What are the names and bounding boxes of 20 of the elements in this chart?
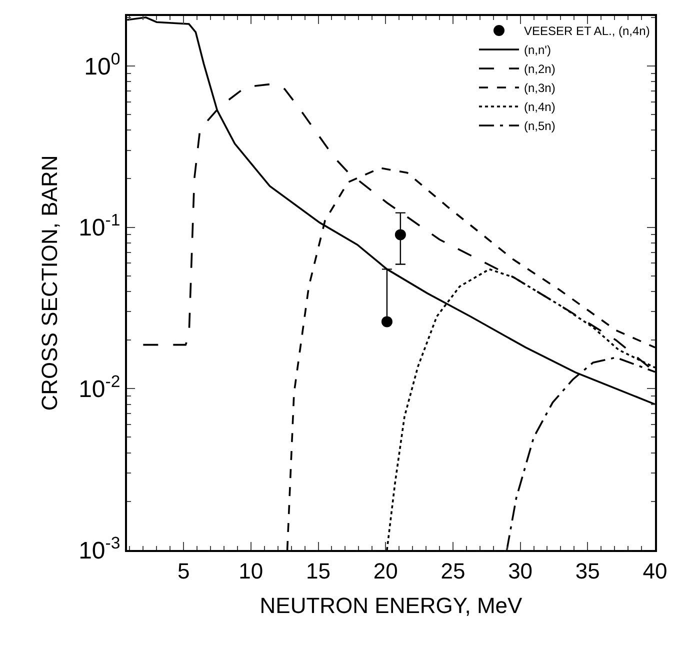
- x-tick-label: 10: [238, 558, 264, 584]
- x-tick-label: 15: [306, 558, 331, 584]
- x-tick-label: 20: [373, 558, 398, 584]
- y-tick-label: 10$^{-2}$: [78, 372, 120, 404]
- legend-label: (n,5n): [524, 119, 556, 134]
- y-tick-label: 10$^{-1}$: [78, 210, 120, 242]
- x-axis-title: NEUTRON ENERGY, MeV: [260, 592, 523, 618]
- x-tick-label: 25: [440, 558, 466, 584]
- legend-label: (n,4n): [524, 100, 556, 114]
- y-axis-title: CROSS SECTION, BARN: [36, 155, 62, 411]
- x-tick-label: 30: [508, 558, 533, 584]
- y-tick-label: 10$^{0}$: [84, 49, 120, 80]
- x-tick-label: 5: [177, 558, 190, 584]
- legend-label: (n,n'): [524, 43, 551, 58]
- x-tick-label: 35: [575, 558, 600, 584]
- legend-label: VEESER ET AL., (n,4n): [524, 24, 650, 38]
- x-tick-label: 40: [642, 558, 668, 584]
- legend-label: (n,2n): [524, 62, 556, 76]
- legend-label: (n,3n): [524, 81, 556, 96]
- y-tick-label: 10$^{-3}$: [78, 533, 120, 564]
